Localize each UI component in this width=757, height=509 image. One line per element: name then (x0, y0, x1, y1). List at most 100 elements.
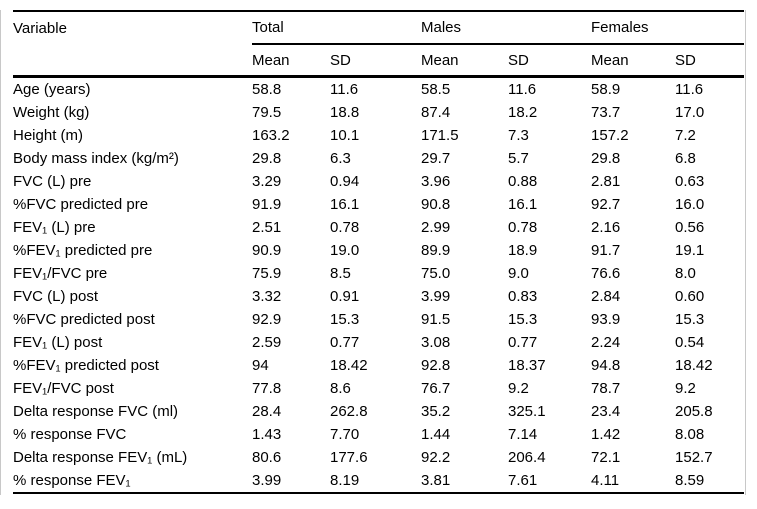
summary-statistics-table: Variable Total Males Females Mean SD Mea… (13, 10, 745, 494)
table-row: Delta response FVC (ml) 28.4 262.8 35.2 … (13, 400, 744, 423)
value-cell: 11.6 (330, 81, 359, 98)
value-cell: 8.59 (675, 472, 705, 489)
value-cell: 0.78 (508, 219, 538, 236)
value-cell: 0.77 (330, 334, 360, 351)
value-cell: 0.54 (675, 334, 705, 351)
value-cell: 15.3 (508, 311, 538, 328)
value-cell: 58.5 (421, 81, 451, 98)
value-cell: 3.96 (421, 173, 451, 190)
value-cell: 17.0 (675, 104, 705, 121)
value-cell: 23.4 (591, 403, 621, 420)
value-cell: 18.42 (675, 357, 713, 374)
value-cell: 1.42 (591, 426, 621, 443)
value-cell: 94.8 (591, 357, 621, 374)
value-cell: 16.1 (508, 196, 538, 213)
column-subheader-total-mean: Mean (252, 44, 330, 78)
value-cell: 8.6 (330, 380, 351, 397)
value-cell: 0.91 (330, 288, 360, 305)
value-cell: 16.1 (330, 196, 360, 213)
value-cell: 152.7 (675, 449, 713, 466)
table-row: FEV₁ (L) pre 2.51 0.78 2.99 0.78 2.16 0.… (13, 216, 744, 239)
column-subheader-females-mean: Mean (591, 44, 676, 78)
value-cell: 92.8 (421, 357, 451, 374)
column-header-variable: Variable (13, 19, 67, 37)
variable-cell: FVC (L) post (13, 288, 99, 305)
value-cell: 92.2 (421, 449, 451, 466)
value-cell: 28.4 (252, 403, 282, 420)
variable-cell: Delta response FEV₁ (mL) (13, 449, 188, 466)
value-cell: 80.6 (252, 449, 282, 466)
variable-cell: FEV₁ (L) pre (13, 219, 96, 236)
value-cell: 29.8 (591, 150, 621, 167)
column-subheader-males-mean: Mean (421, 44, 508, 78)
value-cell: 0.83 (508, 288, 538, 305)
value-cell: 2.24 (591, 334, 621, 351)
table-row: Weight (kg) 79.5 18.8 87.4 18.2 73.7 17.… (13, 101, 744, 124)
value-cell: 7.2 (675, 127, 696, 144)
variable-cell: FEV₁/FVC post (13, 380, 114, 397)
column-group-males: Males (421, 11, 592, 45)
value-cell: 2.99 (421, 219, 451, 236)
variable-cell: Height (m) (13, 127, 84, 144)
table-row: %FEV₁ predicted post 94 18.42 92.8 18.37… (13, 354, 744, 377)
value-cell: 205.8 (675, 403, 713, 420)
column-group-females: Females (591, 11, 745, 45)
value-cell: 4.11 (591, 472, 620, 489)
table-row: FEV₁/FVC pre 75.9 8.5 75.0 9.0 76.6 8.0 (13, 262, 744, 285)
value-cell: 206.4 (508, 449, 546, 466)
value-cell: 0.56 (675, 219, 705, 236)
value-cell: 6.3 (330, 150, 351, 167)
value-cell: 2.51 (252, 219, 282, 236)
value-cell: 76.6 (591, 265, 621, 282)
value-cell: 7.61 (508, 472, 538, 489)
variable-cell: %FEV₁ predicted post (13, 357, 159, 374)
value-cell: 72.1 (591, 449, 621, 466)
value-cell: 79.5 (252, 104, 282, 121)
value-cell: 2.59 (252, 334, 282, 351)
table-row: %FVC predicted pre 91.9 16.1 90.8 16.1 9… (13, 193, 744, 216)
value-cell: 325.1 (508, 403, 546, 420)
value-cell: 18.9 (508, 242, 538, 259)
table-row: %FVC predicted post 92.9 15.3 91.5 15.3 … (13, 308, 744, 331)
value-cell: 9.2 (508, 380, 529, 397)
value-cell: 7.3 (508, 127, 529, 144)
table-row: Delta response FEV₁ (mL) 80.6 177.6 92.2… (13, 446, 744, 469)
value-cell: 0.78 (330, 219, 360, 236)
value-cell: 87.4 (421, 104, 451, 121)
value-cell: 7.14 (508, 426, 538, 443)
value-cell: 3.99 (421, 288, 451, 305)
value-cell: 75.9 (252, 265, 282, 282)
column-subheader-males-sd: SD (508, 44, 592, 78)
table-header: Variable Total Males Females Mean SD Mea… (13, 11, 745, 78)
value-cell: 19.0 (330, 242, 360, 259)
value-cell: 15.3 (330, 311, 360, 328)
value-cell: 157.2 (591, 127, 629, 144)
value-cell: 58.8 (252, 81, 282, 98)
value-cell: 9.0 (508, 265, 529, 282)
table-row: %FEV₁ predicted pre 90.9 19.0 89.9 18.9 … (13, 239, 744, 262)
variable-cell: %FVC predicted pre (13, 196, 149, 213)
value-cell: 177.6 (330, 449, 368, 466)
value-cell: 0.94 (330, 173, 360, 190)
value-cell: 91.7 (591, 242, 621, 259)
column-subheader-females-sd: SD (675, 44, 745, 78)
value-cell: 2.84 (591, 288, 621, 305)
value-cell: 0.88 (508, 173, 538, 190)
value-cell: 19.1 (675, 242, 705, 259)
variable-cell: Weight (kg) (13, 104, 90, 121)
value-cell: 0.77 (508, 334, 538, 351)
variable-cell: %FVC predicted post (13, 311, 155, 328)
value-cell: 0.63 (675, 173, 705, 190)
table-row: FVC (L) pre 3.29 0.94 3.96 0.88 2.81 0.6… (13, 170, 744, 193)
variable-cell: FEV₁/FVC pre (13, 265, 108, 282)
value-cell: 90.9 (252, 242, 282, 259)
variable-subheader-spacer (13, 44, 252, 78)
value-cell: 3.81 (421, 472, 451, 489)
variable-cell: %FEV₁ predicted pre (13, 242, 153, 259)
variable-cell: % response FVC (13, 426, 127, 443)
value-cell: 2.16 (591, 219, 621, 236)
value-cell: 3.08 (421, 334, 451, 351)
value-cell: 11.6 (675, 81, 704, 98)
value-cell: 92.7 (591, 196, 621, 213)
